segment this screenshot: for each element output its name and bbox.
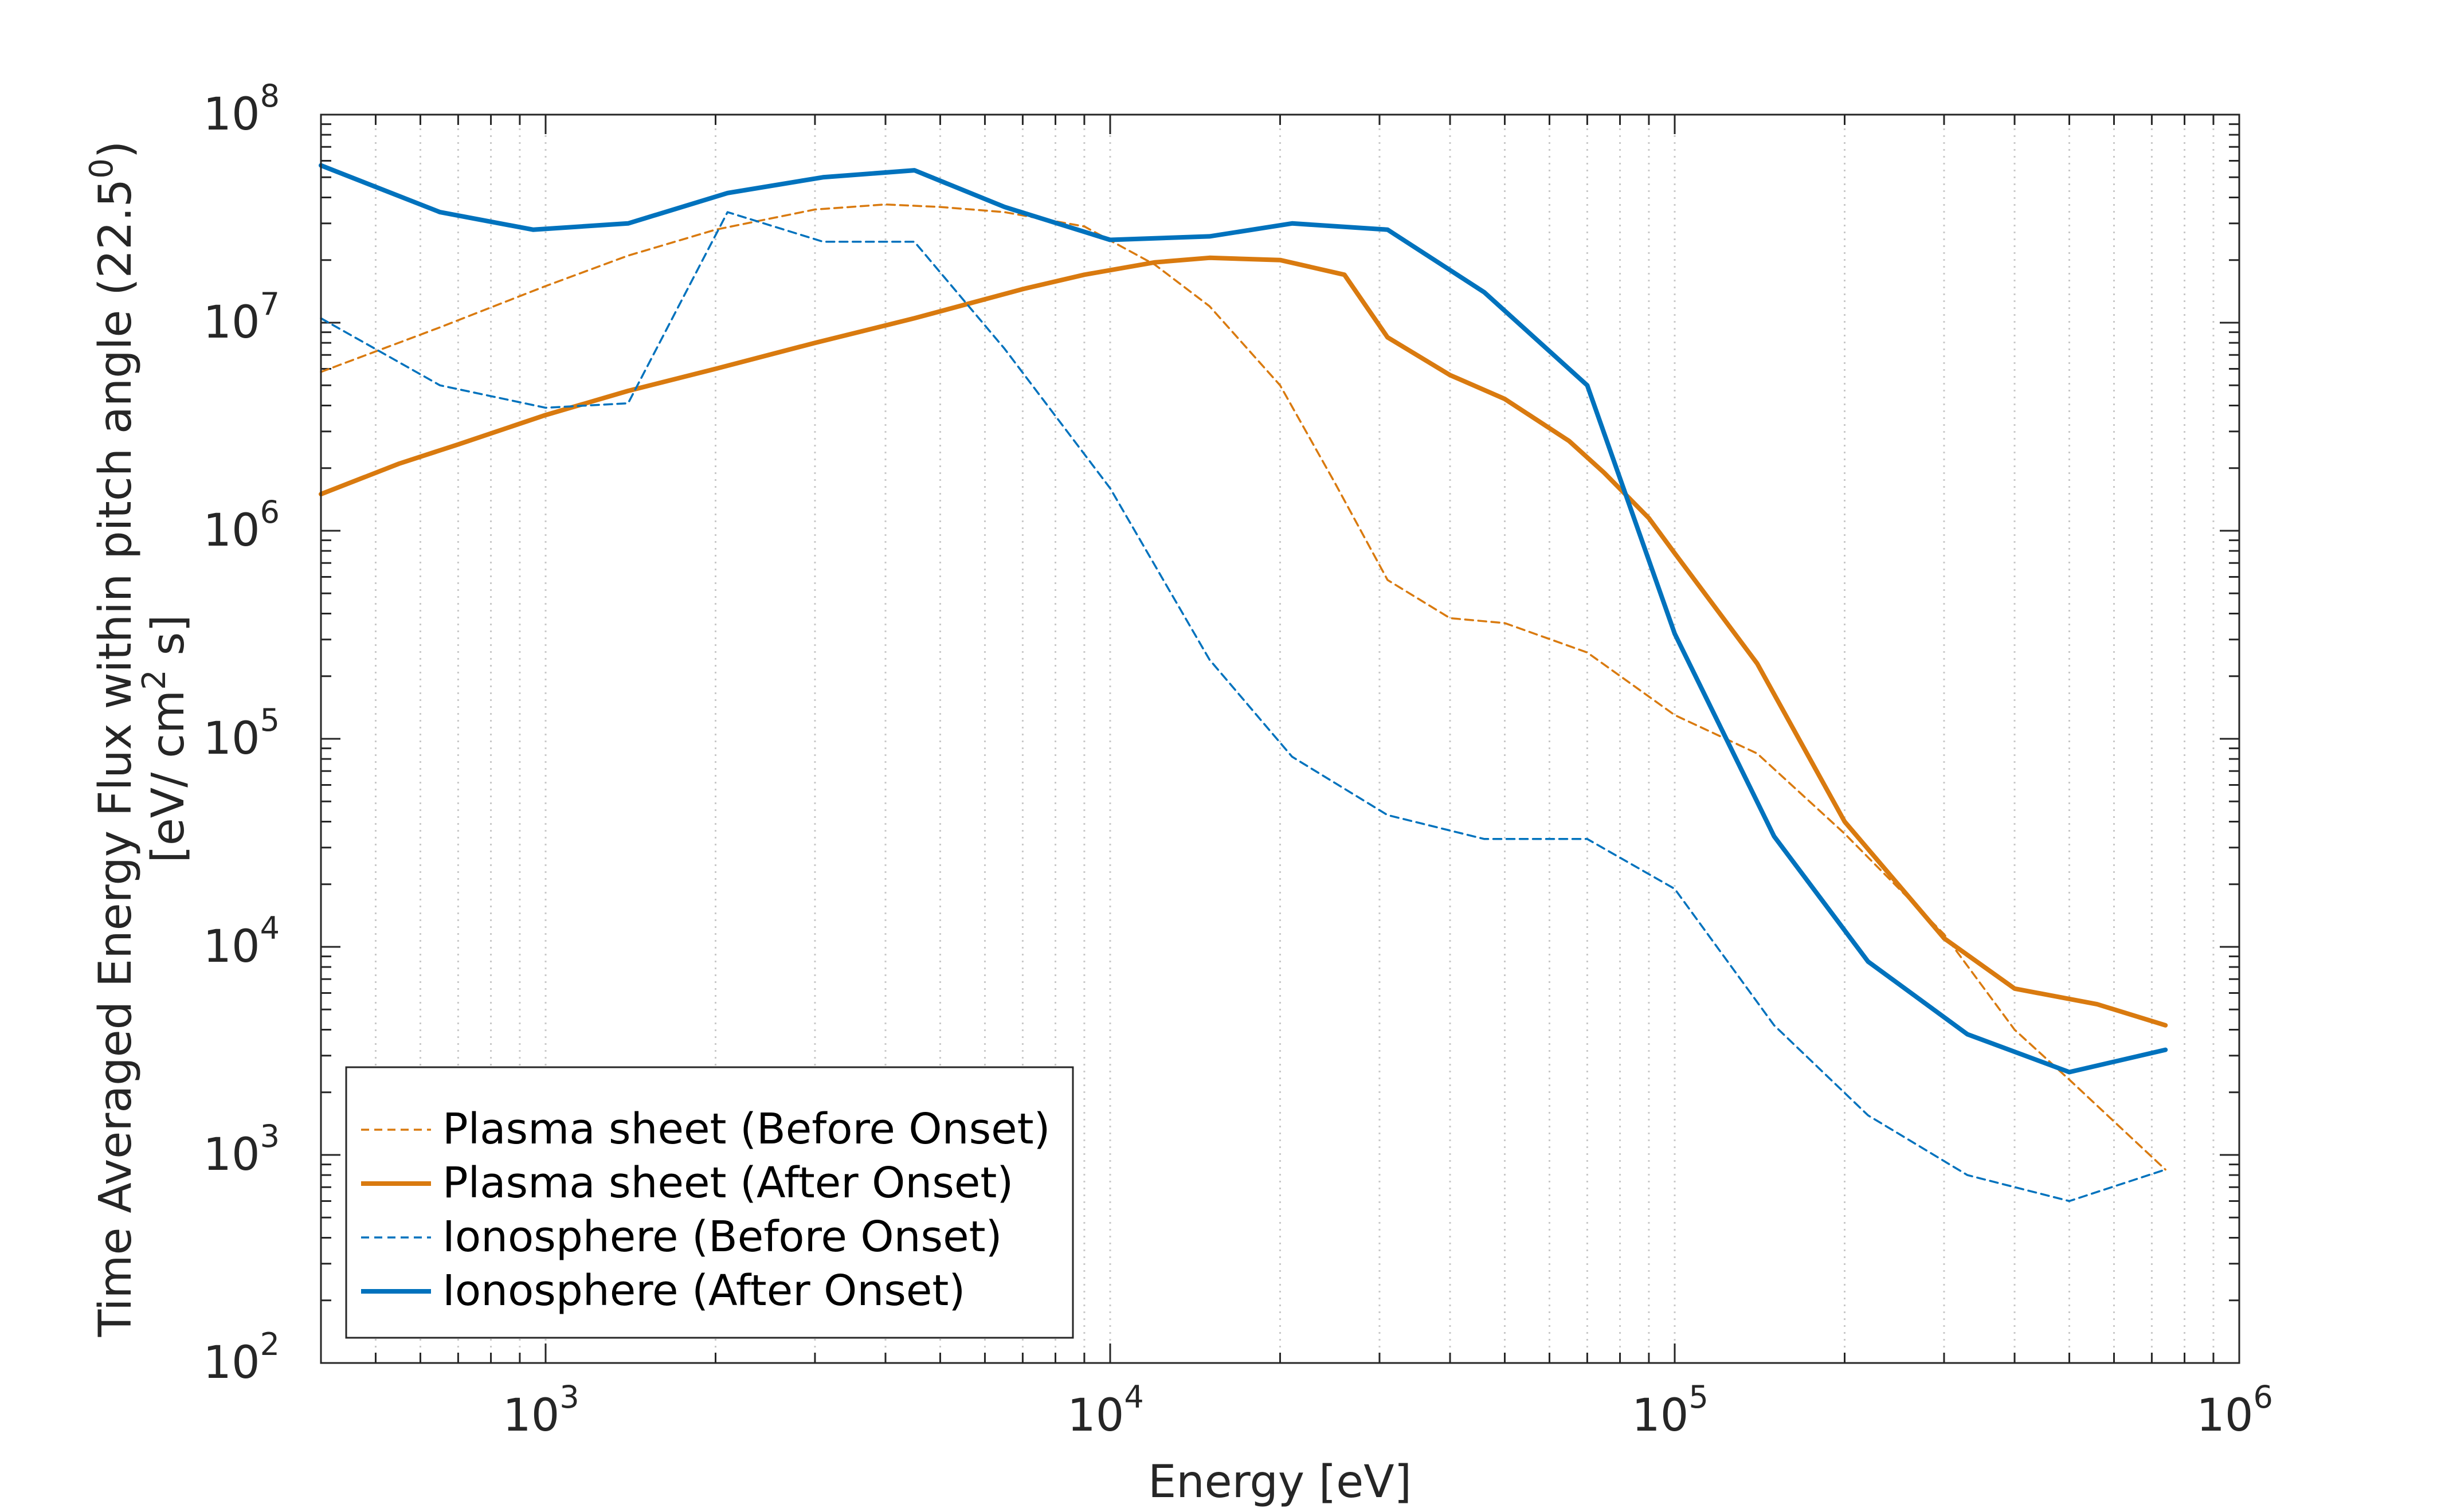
- y-axis-label-line2: [eV/ cm2 s]: [136, 614, 194, 863]
- series: [319, 163, 2168, 1202]
- y-tick-label: 108: [203, 78, 280, 140]
- y-tick-label: 105: [203, 702, 280, 765]
- legend-label-1: Plasma sheet (Before Onset): [442, 1104, 1051, 1154]
- y-axis-label-line2-units: s]: [143, 614, 194, 669]
- axis-ticks: [320, 113, 2240, 1364]
- y-tick-labels: 102 103 104 105 106 107 108: [203, 78, 280, 1389]
- series-line-1: [320, 203, 2166, 1171]
- y-axis-label-line1-superscript: 0: [83, 158, 120, 179]
- x-tick-label: 106: [2196, 1379, 2273, 1442]
- y-tick-label: 102: [203, 1326, 280, 1389]
- y-axis-label: Time Averaged Energy Flux within pitch a…: [83, 141, 194, 1338]
- series-line-3: [320, 211, 2166, 1202]
- y-tick-label: 107: [203, 286, 280, 348]
- x-tick-label: 103: [503, 1379, 579, 1442]
- axes-box: [320, 113, 2240, 1364]
- series-line-4: [319, 163, 2168, 1075]
- x-axis-label: Energy [eV]: [1148, 1456, 1412, 1508]
- legend-items: Plasma sheet (Before Onset)Plasma sheet …: [361, 1104, 1051, 1315]
- x-tick-label: 105: [1632, 1379, 1709, 1442]
- y-axis-label-line2-superscript: 2: [136, 669, 173, 690]
- x-tick-label: 104: [1067, 1379, 1144, 1442]
- y-axis-label-line1-text: Time Averaged Energy Flux within pitch a…: [90, 179, 142, 1338]
- legend-label-4: Ionosphere (After Onset): [442, 1266, 965, 1315]
- legend: Plasma sheet (Before Onset)Plasma sheet …: [345, 1066, 1074, 1339]
- y-axis-label-line1-close: ): [90, 141, 142, 158]
- legend-label-3: Ionosphere (Before Onset): [442, 1212, 1002, 1262]
- legend-box: [345, 1066, 1074, 1339]
- x-tick-labels: 103 104 105 106: [503, 1379, 2273, 1442]
- y-tick-label: 104: [203, 910, 280, 973]
- y-axis-label-line1: Time Averaged Energy Flux within pitch a…: [83, 141, 142, 1338]
- y-tick-label: 106: [203, 494, 280, 557]
- y-tick-label: 103: [203, 1118, 280, 1181]
- legend-label-2: Plasma sheet (After Onset): [442, 1158, 1013, 1208]
- series-line-2: [319, 255, 2168, 1028]
- y-axis-label-line2-text: [eV/ cm: [143, 690, 194, 863]
